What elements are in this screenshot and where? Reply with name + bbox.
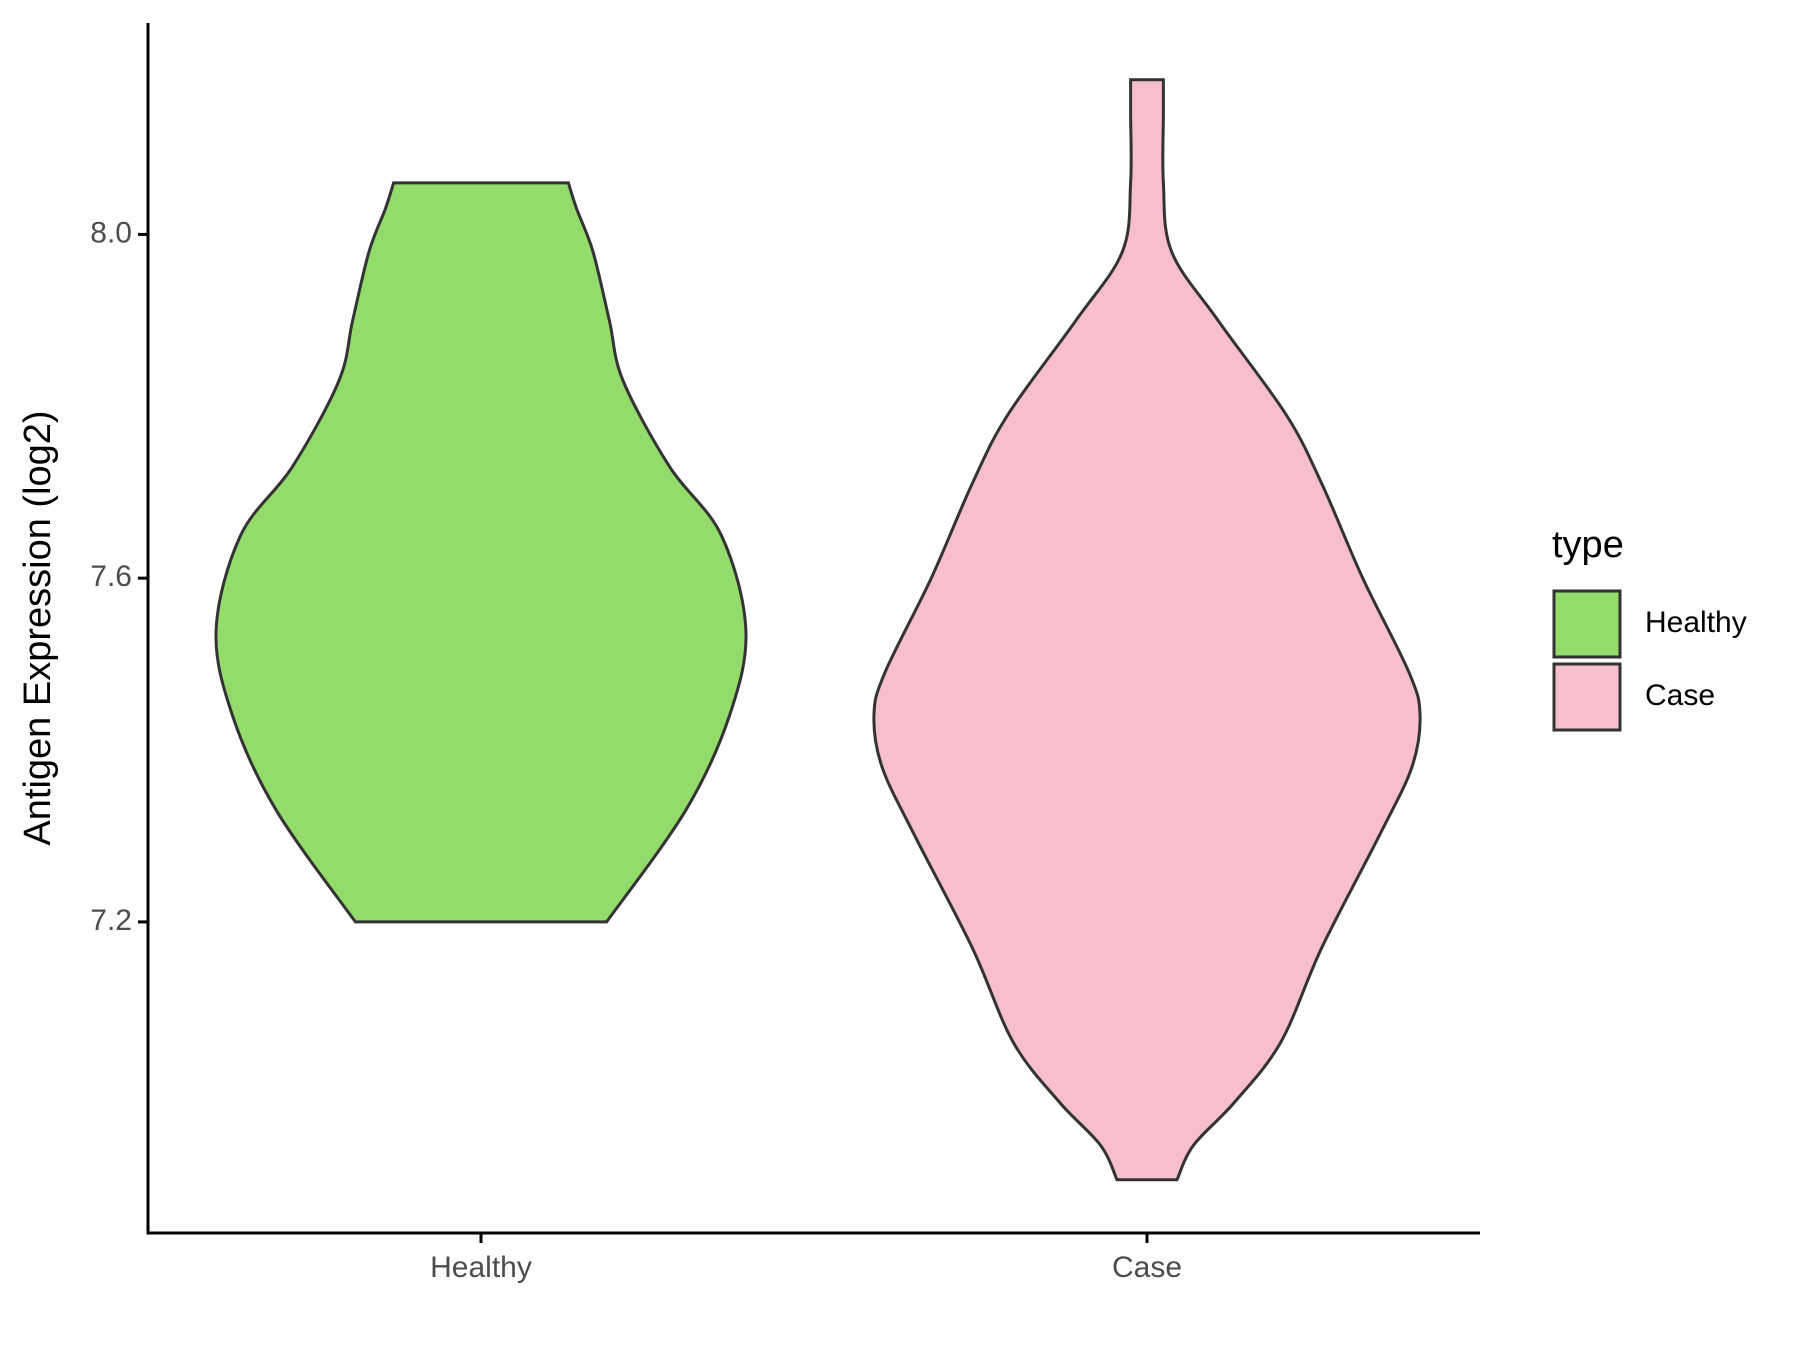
legend-key (1552, 662, 1622, 732)
y-tick-label: 7.2 (90, 904, 132, 937)
y-tick-label: 7.6 (90, 560, 132, 593)
x-tick-label: Case (1112, 1251, 1182, 1284)
legend-label: Case (1645, 679, 1715, 712)
y-tick-label: 8.0 (90, 216, 132, 249)
legend-key (1552, 589, 1622, 659)
violin (872, 78, 1422, 1182)
violin (214, 181, 748, 924)
x-tick-label: Healthy (430, 1251, 532, 1284)
legend-label: Healthy (1645, 606, 1747, 639)
legend-title: type (1552, 524, 1624, 566)
y-axis-label: Antigen Expression (log2) (17, 410, 59, 845)
